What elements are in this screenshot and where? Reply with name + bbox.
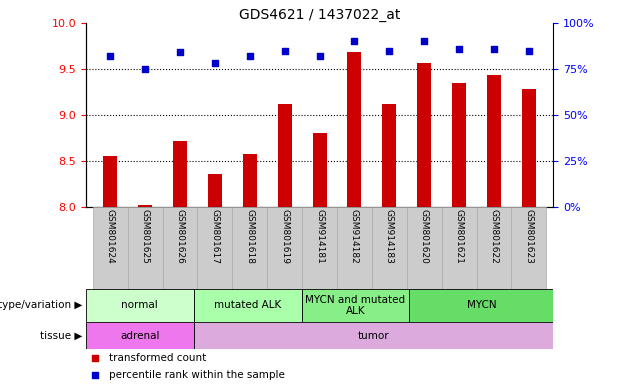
Bar [198, 207, 232, 289]
Bar [522, 89, 536, 207]
Text: mutated ALK: mutated ALK [214, 300, 281, 311]
Text: GSM801621: GSM801621 [455, 209, 464, 264]
Text: MYCN: MYCN [467, 300, 496, 311]
Text: adrenal: adrenal [120, 331, 160, 341]
Bar [128, 207, 163, 289]
Point [524, 48, 534, 54]
Text: GSM801619: GSM801619 [280, 209, 289, 264]
Bar [194, 322, 553, 349]
Point [245, 53, 255, 59]
Text: GSM801623: GSM801623 [525, 209, 534, 264]
Text: GSM914181: GSM914181 [315, 209, 324, 264]
Text: percentile rank within the sample: percentile rank within the sample [109, 370, 285, 381]
Text: normal: normal [121, 300, 158, 311]
Bar [243, 154, 257, 207]
Point [90, 355, 100, 361]
Text: GSM801622: GSM801622 [490, 209, 499, 264]
Bar [86, 289, 194, 322]
Text: tissue ▶: tissue ▶ [40, 331, 83, 341]
Bar [232, 207, 267, 289]
Bar [476, 207, 511, 289]
Text: GSM801618: GSM801618 [245, 209, 254, 264]
Bar [372, 207, 407, 289]
Text: GSM801617: GSM801617 [211, 209, 219, 264]
Bar [163, 207, 198, 289]
Text: MYCN and mutated
ALK: MYCN and mutated ALK [305, 295, 406, 316]
Point [280, 48, 290, 54]
Bar [337, 207, 372, 289]
Text: transformed count: transformed count [109, 353, 207, 363]
Point [210, 60, 220, 66]
Title: GDS4621 / 1437022_at: GDS4621 / 1437022_at [239, 8, 400, 22]
Point [315, 53, 325, 59]
Point [349, 38, 359, 45]
Text: genotype/variation ▶: genotype/variation ▶ [0, 300, 83, 311]
Bar [208, 174, 222, 207]
Text: GSM801620: GSM801620 [420, 209, 429, 264]
Bar [347, 52, 361, 207]
Text: tumor: tumor [357, 331, 389, 341]
Bar [301, 289, 410, 322]
Bar [313, 133, 326, 207]
Text: GSM801625: GSM801625 [141, 209, 149, 264]
Text: GSM801624: GSM801624 [106, 209, 114, 264]
Point [454, 46, 464, 52]
Text: GSM914183: GSM914183 [385, 209, 394, 264]
Point [105, 53, 115, 59]
Bar [93, 207, 128, 289]
Bar [511, 207, 546, 289]
Bar [194, 289, 301, 322]
Bar [407, 207, 441, 289]
Bar [487, 75, 501, 207]
Text: GSM914182: GSM914182 [350, 209, 359, 264]
Bar [138, 205, 152, 207]
Point [384, 48, 394, 54]
Bar [382, 104, 396, 207]
Point [419, 38, 429, 45]
Bar [452, 83, 466, 207]
Bar [267, 207, 302, 289]
Bar [173, 141, 187, 207]
Text: GSM801626: GSM801626 [176, 209, 184, 264]
Bar [103, 156, 117, 207]
Bar [302, 207, 337, 289]
Point [90, 372, 100, 379]
Bar [278, 104, 292, 207]
Bar [417, 63, 431, 207]
Point [489, 46, 499, 52]
Point [175, 49, 185, 55]
Point [140, 66, 150, 72]
Bar [86, 322, 194, 349]
Bar [410, 289, 553, 322]
Bar [441, 207, 476, 289]
